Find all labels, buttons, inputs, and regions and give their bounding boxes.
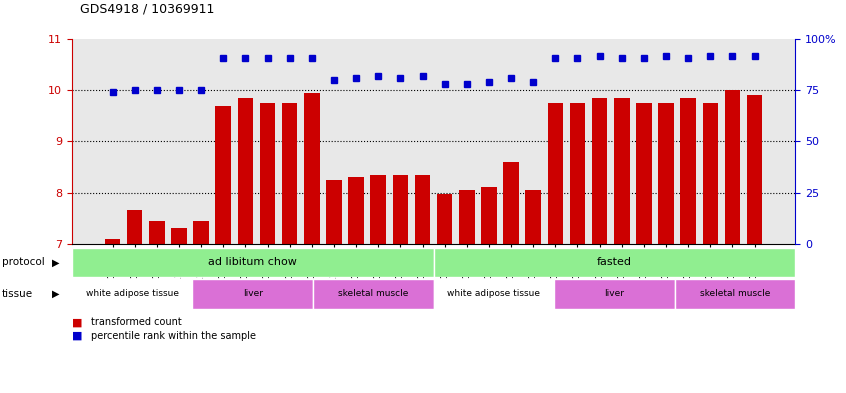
Bar: [282, 103, 298, 244]
Bar: [72, 248, 433, 277]
Bar: [725, 90, 740, 244]
Bar: [459, 190, 475, 244]
Bar: [304, 93, 320, 244]
Bar: [72, 279, 192, 309]
Bar: [680, 98, 696, 244]
Bar: [747, 95, 762, 244]
Bar: [525, 190, 541, 244]
Bar: [171, 228, 187, 244]
Text: transformed count: transformed count: [91, 317, 181, 327]
Bar: [614, 98, 629, 244]
Bar: [192, 279, 313, 309]
Bar: [702, 103, 718, 244]
Text: ad libitum chow: ad libitum chow: [208, 257, 297, 267]
Bar: [127, 210, 142, 244]
Text: white adipose tissue: white adipose tissue: [85, 289, 179, 298]
Bar: [194, 220, 209, 244]
Text: liver: liver: [243, 289, 263, 298]
Bar: [636, 103, 651, 244]
Text: liver: liver: [604, 289, 624, 298]
Bar: [349, 177, 364, 244]
Bar: [674, 279, 795, 309]
Bar: [554, 279, 674, 309]
Bar: [415, 174, 431, 244]
Text: skeletal muscle: skeletal muscle: [338, 289, 409, 298]
Bar: [238, 98, 253, 244]
Bar: [313, 279, 433, 309]
Bar: [105, 239, 120, 244]
Bar: [433, 248, 795, 277]
Bar: [481, 187, 497, 244]
Bar: [371, 174, 386, 244]
Bar: [260, 103, 275, 244]
Text: ▶: ▶: [52, 257, 60, 267]
Text: GDS4918 / 10369911: GDS4918 / 10369911: [80, 3, 215, 16]
Text: ■: ■: [72, 331, 82, 341]
Bar: [433, 279, 554, 309]
Text: percentile rank within the sample: percentile rank within the sample: [91, 331, 255, 341]
Text: fasted: fasted: [597, 257, 632, 267]
Bar: [569, 103, 585, 244]
Bar: [437, 194, 453, 244]
Text: ▶: ▶: [52, 289, 60, 299]
Bar: [547, 103, 563, 244]
Text: protocol: protocol: [2, 257, 45, 267]
Bar: [503, 162, 519, 244]
Text: white adipose tissue: white adipose tissue: [448, 289, 541, 298]
Text: tissue: tissue: [2, 289, 33, 299]
Bar: [658, 103, 673, 244]
Text: skeletal muscle: skeletal muscle: [700, 289, 770, 298]
Bar: [592, 98, 607, 244]
Bar: [216, 106, 231, 244]
Text: ■: ■: [72, 317, 82, 327]
Bar: [327, 180, 342, 244]
Bar: [393, 174, 408, 244]
Bar: [149, 220, 165, 244]
